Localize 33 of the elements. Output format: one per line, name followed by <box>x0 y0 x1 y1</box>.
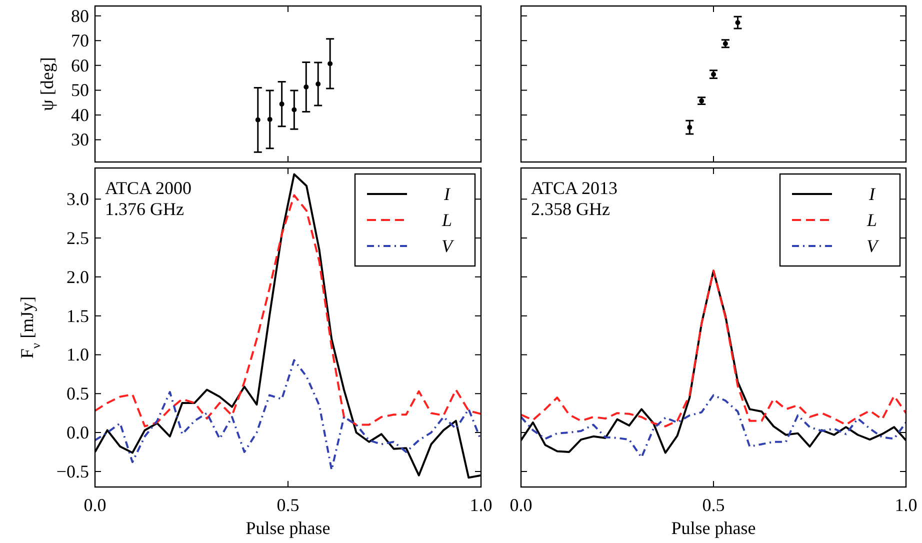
y-tick-label: 2.0 <box>66 266 89 287</box>
x-tick-label: 0.5 <box>702 495 725 515</box>
legend-label: I <box>868 184 876 204</box>
x-tick-label: 1.0 <box>894 495 918 515</box>
y-tick-label: 0.0 <box>66 422 89 443</box>
x-tick-label: 1.0 <box>470 495 492 515</box>
y-tick-label: 3.0 <box>66 189 89 210</box>
x-axis-title: Pulse phase <box>246 518 330 538</box>
y-tick-label: 30 <box>71 130 89 150</box>
y-tick-label: 50 <box>71 80 89 100</box>
legend-label: I <box>443 184 451 204</box>
legend-label: V <box>866 236 880 256</box>
x-tick-label: 0.0 <box>84 495 106 515</box>
legend-label: V <box>442 236 454 256</box>
y-tick-label: 2.5 <box>66 228 89 248</box>
annotation: ATCA 2000 <box>105 178 192 198</box>
annotation: 2.358 GHz <box>531 199 610 219</box>
x-tick-label: 0.5 <box>276 495 300 515</box>
y-tick-label: −0.5 <box>56 461 89 482</box>
y-tick-label: 60 <box>71 55 89 76</box>
x-axis-title: Pulse phase <box>671 518 756 538</box>
y-tick-label: 80 <box>71 6 89 26</box>
y-axis-title: ψ [deg] <box>37 57 57 111</box>
y-tick-label: 1.5 <box>66 306 89 326</box>
x-tick-label: 0.0 <box>510 495 532 515</box>
annotation: 1.376 GHz <box>105 199 184 219</box>
y-tick-label: 0.5 <box>66 384 89 404</box>
y-tick-label: 70 <box>71 30 89 51</box>
legend-label: L <box>440 210 452 230</box>
annotation: ATCA 2013 <box>531 178 618 198</box>
y-tick-label: 40 <box>71 104 89 125</box>
legend-label: L <box>866 210 878 230</box>
y-tick-label: 1.0 <box>66 344 89 365</box>
